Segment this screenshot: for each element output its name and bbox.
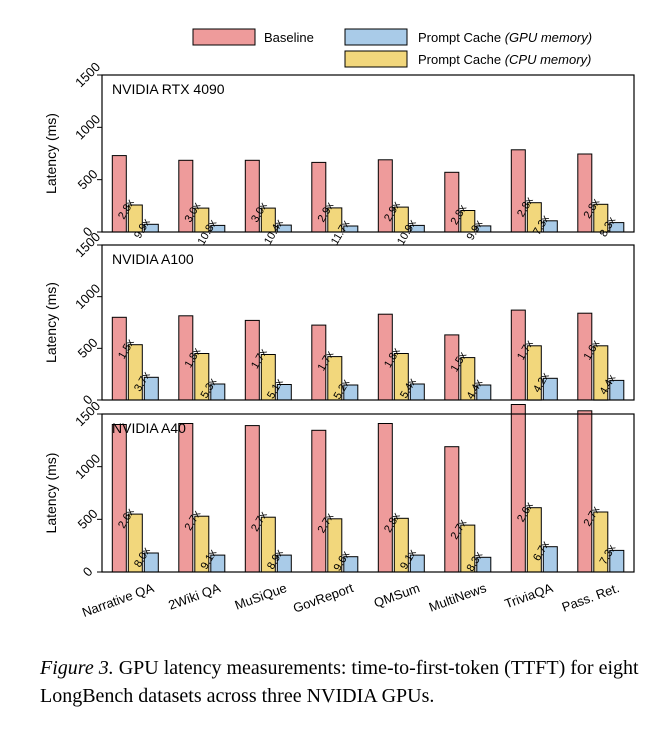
x-category-label: MuSiQue — [233, 580, 289, 613]
plot-frame — [101, 413, 635, 573]
bar-baseline — [510, 404, 526, 573]
latency-figure: Baseline Prompt Cache (GPU memory) Promp… — [43, 28, 635, 620]
bar-baseline — [510, 149, 526, 233]
panel-title: NVIDIA RTX 4090 — [112, 81, 225, 97]
x-category-label: QMSum — [372, 580, 422, 610]
plot-frame — [101, 244, 635, 401]
figure-caption: Figure 3. GPU latency measurements: time… — [40, 654, 640, 710]
plot-frame — [101, 74, 635, 233]
legend-swatch-baseline — [192, 28, 256, 46]
legend-swatch-cpu — [344, 50, 408, 68]
legend: Baseline Prompt Cache (GPU memory) Promp… — [192, 28, 592, 68]
legend-label-baseline: Baseline — [264, 30, 314, 45]
bar-baseline — [178, 423, 194, 573]
bar-baseline — [244, 425, 260, 573]
x-category-label: TriviaQA — [503, 580, 555, 611]
x-category-label: 2Wiki QA — [166, 580, 222, 613]
x-category-label: Narrative QA — [80, 580, 156, 620]
legend-swatch-gpu — [344, 28, 408, 46]
bar-baseline — [311, 429, 327, 573]
y-tick-label: 500 — [75, 335, 101, 361]
panel-2: 1.5x 1.8x 1.7x 1.7x 1.8x 1.5x 1.7x 1.6x3.7x 5.3x… — [43, 229, 635, 408]
bar-baseline — [111, 424, 127, 573]
x-category-label: MultiNews — [427, 580, 489, 615]
panel-3: 2.6x 2.7x 2.7x 2.7x 2.8x 2.7x2.6x 2.7x8.0x 9.1x… — [43, 398, 635, 580]
y-tick-label: 500 — [75, 166, 101, 192]
bar-baseline — [377, 423, 393, 573]
x-category-label: Pass. Ret. — [560, 580, 621, 615]
panel-1: 2.8x 3.0x 3.0x 2.9x 2.9x 2.8x 2.8x 2.8x9.9x 10.8… — [43, 59, 635, 247]
caption-text: GPU latency measurements: time-to-first-… — [40, 657, 639, 707]
panel-title: NVIDIA A40 — [112, 420, 186, 436]
legend-label-gpu: Prompt Cache (GPU memory) — [418, 30, 592, 45]
x-category-labels: Narrative QA 2Wiki QA MuSiQue GovReport QMSu… — [80, 580, 621, 620]
caption-label: Figure 3. — [40, 657, 114, 679]
y-tick-label: 500 — [75, 506, 101, 532]
panel-title: NVIDIA A100 — [112, 251, 194, 267]
y-axis-label: Latency (ms) — [43, 113, 59, 194]
y-axis-label: Latency (ms) — [43, 453, 59, 534]
bar-baseline — [444, 446, 460, 573]
y-axis-label: Latency (ms) — [43, 282, 59, 363]
legend-label-cpu: Prompt Cache (CPU memory) — [418, 52, 591, 67]
x-category-label: GovReport — [291, 580, 356, 616]
bar-baseline — [577, 410, 593, 573]
y-tick-label: 0 — [80, 564, 96, 580]
